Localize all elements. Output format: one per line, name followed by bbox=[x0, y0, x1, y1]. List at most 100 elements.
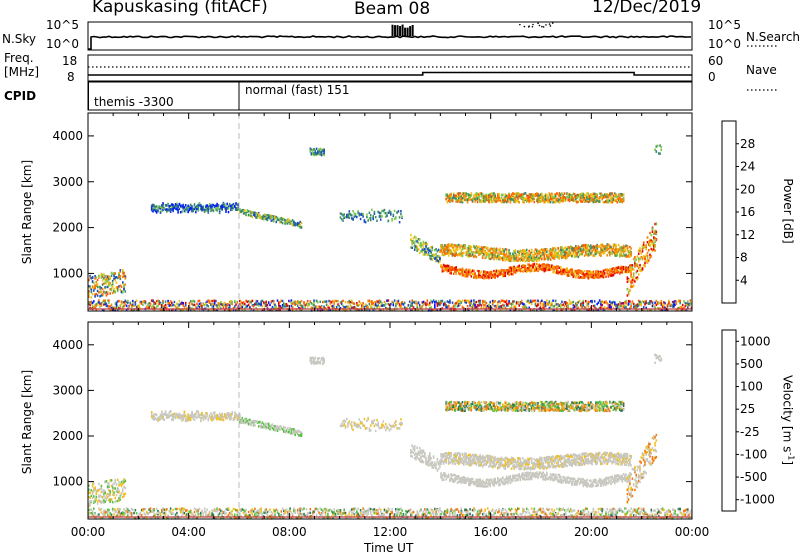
power-cell bbox=[374, 211, 376, 213]
power-cell bbox=[122, 281, 124, 283]
power-cell bbox=[497, 303, 499, 305]
power-cell bbox=[462, 267, 464, 269]
power-cell bbox=[362, 213, 364, 215]
power-cell bbox=[282, 300, 284, 302]
power-cell bbox=[630, 305, 632, 307]
power-cell bbox=[532, 266, 534, 268]
power-cell bbox=[156, 302, 158, 304]
nsearch-dot bbox=[532, 26, 534, 28]
power-cell bbox=[432, 247, 434, 249]
nsky-panel-frame bbox=[88, 22, 692, 50]
power-cell bbox=[116, 282, 118, 284]
power-cell bbox=[618, 244, 620, 246]
power-cell bbox=[102, 293, 104, 295]
power-cell bbox=[541, 256, 543, 258]
power-cell bbox=[668, 301, 670, 303]
power-cell bbox=[598, 302, 600, 304]
power-cell bbox=[376, 220, 378, 222]
power-cell bbox=[652, 302, 654, 304]
power-cell bbox=[123, 288, 125, 290]
power-cell bbox=[177, 211, 179, 213]
power-cell bbox=[502, 194, 504, 196]
power-cell bbox=[145, 302, 147, 304]
power-cell bbox=[345, 301, 347, 303]
power-cell bbox=[471, 300, 473, 302]
power-cell bbox=[257, 300, 259, 302]
power-cell bbox=[125, 290, 127, 292]
power-cell bbox=[518, 201, 520, 203]
power-cell bbox=[401, 216, 403, 218]
power-cell bbox=[198, 207, 200, 209]
power-cell bbox=[459, 304, 461, 306]
power-cell bbox=[525, 265, 527, 267]
power-cell bbox=[203, 205, 205, 207]
power-cell bbox=[687, 300, 689, 302]
power-cell bbox=[588, 305, 590, 307]
power-cell bbox=[540, 304, 542, 306]
power-cell bbox=[409, 301, 411, 303]
power-cell bbox=[483, 306, 485, 308]
power-cell bbox=[625, 300, 627, 302]
power-cell bbox=[237, 301, 239, 303]
power-cell bbox=[679, 302, 681, 304]
power-cell bbox=[192, 210, 194, 212]
power-cell bbox=[452, 200, 454, 202]
power-cell bbox=[126, 305, 128, 307]
power-cell bbox=[221, 208, 223, 210]
power-cell bbox=[419, 238, 421, 240]
power-cell bbox=[539, 259, 541, 261]
power-cell bbox=[333, 303, 335, 305]
power-cell bbox=[128, 305, 130, 307]
power-cell bbox=[434, 306, 436, 308]
power-cell bbox=[106, 303, 108, 305]
power-cell bbox=[388, 299, 390, 301]
power-cell bbox=[624, 249, 626, 251]
power-cell bbox=[97, 283, 99, 285]
power-cell bbox=[92, 276, 94, 278]
power-cell bbox=[510, 252, 512, 254]
power-cell bbox=[114, 279, 116, 281]
power-cell bbox=[388, 220, 390, 222]
power-cell bbox=[304, 306, 306, 308]
power-cell bbox=[179, 300, 181, 302]
power-cell bbox=[125, 283, 127, 285]
power-cell bbox=[594, 305, 596, 307]
power-cell bbox=[320, 301, 322, 303]
power-cell bbox=[174, 301, 176, 303]
power-cell bbox=[506, 248, 508, 250]
power-cell bbox=[585, 300, 587, 302]
power-cell bbox=[427, 299, 429, 301]
power-cell bbox=[583, 302, 585, 304]
power-cell bbox=[352, 218, 354, 220]
power-cell bbox=[410, 234, 412, 236]
power-cell bbox=[477, 201, 479, 203]
power-cell bbox=[430, 251, 432, 253]
power-cell bbox=[462, 300, 464, 302]
cpid-panel-frame bbox=[88, 82, 692, 110]
power-cell bbox=[357, 210, 359, 212]
power-cell bbox=[498, 193, 500, 195]
power-cell bbox=[313, 299, 315, 301]
power-cell bbox=[487, 247, 489, 249]
power-cell bbox=[262, 305, 264, 307]
power-cell bbox=[213, 305, 215, 307]
power-cell bbox=[215, 300, 217, 302]
power-cell bbox=[337, 300, 339, 302]
power-cell bbox=[196, 303, 198, 305]
power-cell bbox=[234, 300, 236, 302]
power-cell bbox=[185, 302, 187, 304]
power-cell bbox=[218, 205, 220, 207]
power-cell bbox=[505, 275, 507, 277]
power-cell bbox=[496, 248, 498, 250]
power-cell bbox=[351, 214, 353, 216]
nsearch-dot bbox=[543, 26, 545, 28]
power-cell bbox=[393, 304, 395, 306]
power-cell bbox=[171, 302, 173, 304]
power-cell bbox=[273, 300, 275, 302]
power-cell bbox=[481, 270, 483, 272]
power-cell bbox=[531, 270, 533, 272]
power-cell bbox=[600, 255, 602, 257]
power-cell bbox=[471, 246, 473, 248]
power-cell bbox=[610, 246, 612, 248]
